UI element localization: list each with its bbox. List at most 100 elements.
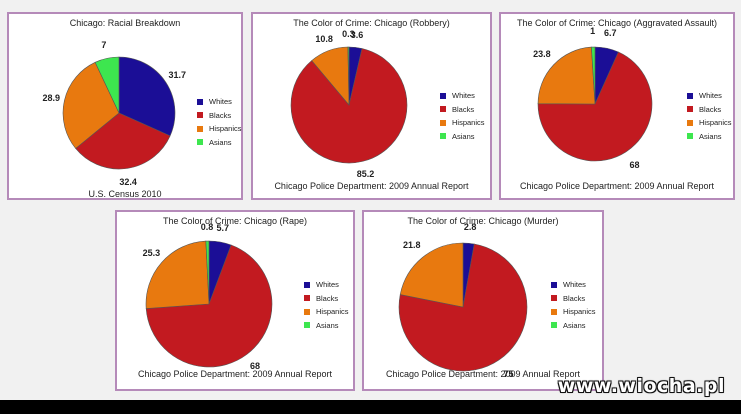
legend-swatch: [304, 322, 310, 329]
legend-swatch: [440, 119, 446, 126]
pie-chart-panel-2: The Color of Crime: Chicago (Robbery) 3.6…: [251, 12, 492, 200]
chart-legend: Whites Blacks Hispanics Asians: [304, 278, 349, 332]
legend-swatch: [551, 322, 557, 329]
legend-item-hispanics: Hispanics: [687, 116, 732, 130]
legend-swatch: [304, 295, 310, 302]
data-label-whites: 6.7: [604, 27, 617, 38]
legend-swatch: [304, 281, 310, 288]
legend-swatch: [687, 106, 693, 113]
legend-swatch: [551, 308, 557, 315]
chart-title: The Color of Crime: Chicago (Rape): [162, 216, 308, 226]
data-label-hispanics: 10.8: [315, 33, 333, 44]
pie-chart-panel-4: The Color of Crime: Chicago (Rape) 5.7 68 2…: [115, 210, 355, 391]
legend-item-whites: Whites: [197, 95, 242, 109]
data-label-blacks: 68: [629, 160, 640, 171]
watermark: www.wiocha.pl: [557, 375, 725, 397]
chart-source-note: Chicago Police Department: 2009 Annual R…: [137, 369, 333, 379]
legend-label: Asians: [316, 320, 339, 330]
legend-label: Asians: [209, 137, 232, 147]
pie-svg: [62, 56, 176, 170]
pie-slice-blacks: [290, 48, 408, 164]
pie-chart-panel-3: The Color of Crime: Chicago (Aggravated …: [499, 12, 735, 200]
legend-item-whites: Whites: [687, 89, 732, 103]
data-label-blacks: 75: [503, 368, 514, 379]
data-label-whites: 31.7: [168, 70, 187, 81]
pie-slice-whites: [118, 56, 176, 137]
legend-item-blacks: Blacks: [687, 103, 732, 117]
pie-slice-hispanics: [399, 242, 464, 308]
legend-item-hispanics: Hispanics: [197, 122, 242, 136]
chart-source-note: Chicago Police Department: 2009 Annual R…: [274, 181, 469, 191]
pie-slice-hispanics: [537, 46, 596, 105]
legend-label: Blacks: [563, 293, 586, 303]
legend-swatch: [440, 106, 446, 113]
legend-swatch: [197, 125, 203, 132]
pie-svg: [145, 240, 273, 368]
chart-title: The Color of Crime: Chicago (Robbery): [293, 18, 450, 28]
legend-label: Blacks: [699, 104, 722, 114]
legend-item-hispanics: Hispanics: [551, 305, 596, 319]
chart-title: Chicago: Racial Breakdown: [69, 18, 181, 28]
legend-swatch: [687, 133, 693, 140]
data-label-blacks: 85.2: [356, 168, 375, 179]
data-label-whites: 2.8: [463, 221, 477, 232]
legend-label: Whites: [699, 91, 722, 101]
chart-title: The Color of Crime: Chicago (Murder): [407, 216, 559, 226]
legend-item-blacks: Blacks: [197, 109, 242, 123]
pie-slice-asians: [591, 46, 596, 105]
legend-label: Hispanics: [209, 124, 242, 134]
pie-slice-blacks: [537, 51, 653, 162]
pie-slice-asians: [205, 240, 210, 305]
legend-item-whites: Whites: [440, 89, 485, 103]
legend-item-whites: Whites: [551, 278, 596, 292]
chart-source-note: U.S. Census 2010: [88, 189, 162, 199]
pie-slice-asians: [347, 46, 350, 106]
chart-title: The Color of Crime: Chicago (Aggravated …: [516, 18, 718, 28]
chart-legend: Whites Blacks Hispanics Asians: [551, 278, 596, 332]
legend-swatch: [197, 98, 203, 105]
legend-item-asians: Asians: [687, 130, 732, 144]
data-label-blacks: 68: [250, 360, 261, 371]
legend-label: Hispanics: [699, 118, 732, 128]
pie-svg: [537, 46, 653, 162]
chart-legend: Whites Blacks Hispanics Asians: [197, 95, 242, 149]
data-label-asians: 0.8: [200, 222, 214, 233]
legend-label: Hispanics: [316, 307, 349, 317]
data-label-whites: 5.7: [216, 223, 229, 234]
legend-label: Asians: [699, 131, 722, 141]
pie-slice-asians: [94, 56, 120, 114]
legend-swatch: [551, 281, 557, 288]
chart-source-note: Chicago Police Department: 2009 Annual R…: [519, 181, 715, 191]
legend-label: Blacks: [316, 293, 339, 303]
legend-label: Hispanics: [452, 118, 485, 128]
legend-item-hispanics: Hispanics: [304, 305, 349, 319]
legend-item-blacks: Blacks: [304, 292, 349, 306]
legend-swatch: [197, 112, 203, 119]
legend-label: Hispanics: [563, 307, 596, 317]
data-label-blacks: 32.4: [119, 176, 137, 187]
legend-label: Whites: [452, 91, 475, 101]
chart-legend: Whites Blacks Hispanics Asians: [440, 89, 485, 143]
data-label-hispanics: 25.3: [142, 248, 161, 259]
pie-slice-hispanics: [145, 240, 210, 309]
legend-item-blacks: Blacks: [551, 292, 596, 306]
pie-chart-panel-1: Chicago: Racial Breakdown 31.7 32.4 28.9 7 Wh…: [7, 12, 243, 200]
legend-swatch: [551, 295, 557, 302]
data-label-asians: 7: [101, 40, 107, 51]
legend-swatch: [440, 92, 446, 99]
legend-label: Asians: [452, 131, 475, 141]
legend-item-blacks: Blacks: [440, 103, 485, 117]
pie-svg: [290, 46, 408, 164]
legend-item-asians: Asians: [197, 136, 242, 150]
pie-slice-blacks: [75, 112, 171, 170]
legend-swatch: [687, 119, 693, 126]
data-label-hispanics: 28.9: [42, 92, 61, 103]
legend-item-hispanics: Hispanics: [440, 116, 485, 130]
pie-svg: [398, 242, 528, 372]
legend-swatch: [304, 308, 310, 315]
data-label-asians: 1: [590, 26, 596, 37]
legend-item-whites: Whites: [304, 278, 349, 292]
chart-source-note: Chicago Police Department: 2009 Annual R…: [385, 369, 581, 379]
legend-swatch: [197, 139, 203, 146]
legend-label: Asians: [563, 320, 586, 330]
